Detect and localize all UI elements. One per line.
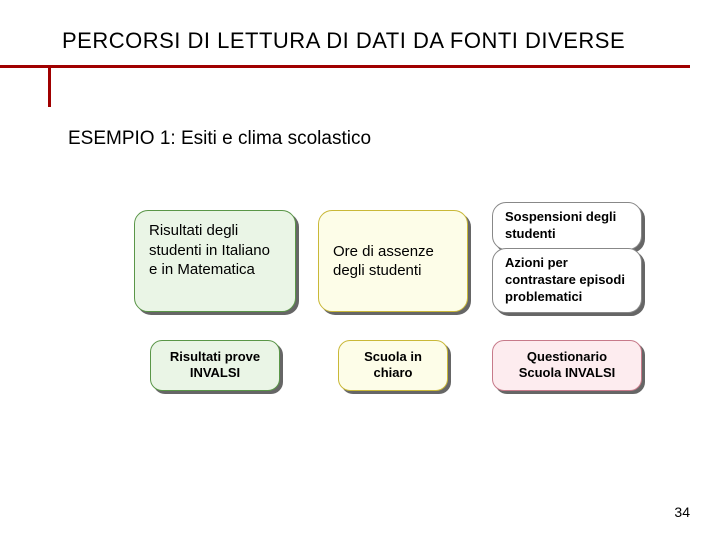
box-col3-small: Questionario Scuola INVALSI bbox=[492, 340, 642, 391]
page-number: 34 bbox=[674, 504, 690, 520]
box-col1-main: Risultati degli studenti in Italiano e i… bbox=[134, 210, 296, 312]
box-col3-main-b: Azioni per contrastare episodi problemat… bbox=[492, 248, 642, 313]
box-col3-main-b-text: Azioni per contrastare episodi problemat… bbox=[505, 255, 625, 304]
box-col1-small-text: Risultati prove INVALSI bbox=[170, 349, 260, 380]
box-col1-small: Risultati prove INVALSI bbox=[150, 340, 280, 391]
box-col3-small-text: Questionario Scuola INVALSI bbox=[519, 349, 616, 380]
box-col2-small: Scuola in chiaro bbox=[338, 340, 448, 391]
box-col1-main-text: Risultati degli studenti in Italiano e i… bbox=[149, 222, 270, 278]
box-col3-main-a-text: Sospensioni degli studenti bbox=[505, 209, 616, 241]
box-col2-main: Ore di assenze degli studenti bbox=[318, 210, 468, 312]
title-underline bbox=[0, 65, 690, 68]
page-title: PERCORSI DI LETTURA DI DATI DA FONTI DIV… bbox=[62, 28, 625, 54]
subtitle-text: ESEMPIO 1: Esiti e clima scolastico bbox=[68, 128, 371, 150]
box-col2-main-text: Ore di assenze degli studenti bbox=[333, 242, 453, 281]
title-vertical-accent bbox=[48, 65, 51, 107]
box-col2-small-text: Scuola in chiaro bbox=[364, 349, 422, 380]
box-col3-main-a: Sospensioni degli studenti bbox=[492, 202, 642, 250]
